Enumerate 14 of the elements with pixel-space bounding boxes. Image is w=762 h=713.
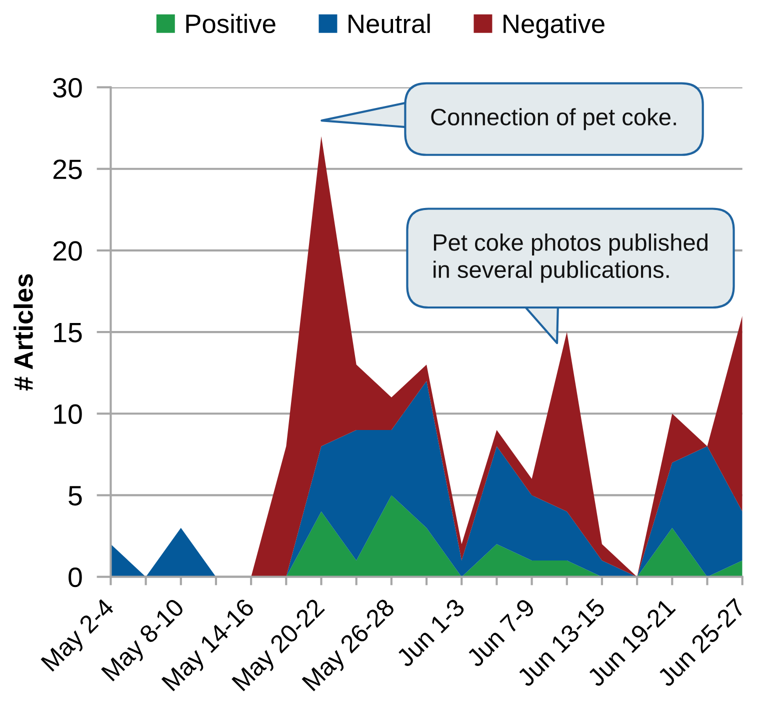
- y-tick-label: 30: [53, 78, 82, 98]
- y-tick-label: 15: [54, 323, 82, 342]
- y-tick-label: 10: [54, 404, 82, 424]
- annotation: Pet coke photos published in several publications.: [434, 234, 708, 283]
- y-tick-label: 25: [53, 160, 82, 180]
- y-tick-label: 0: [68, 567, 82, 588]
- legend-label: Neutral: [348, 14, 430, 34]
- y-axis-title: # Articles: [14, 274, 33, 391]
- x-tick-label: Jun 1-3: [395, 598, 466, 668]
- y-tick-label: 5: [68, 486, 82, 506]
- y-tick-label: 20: [53, 241, 82, 261]
- legend-label: Negative: [504, 14, 604, 38]
- annotation: Connection of pet coke.: [431, 108, 676, 130]
- legend-label: Positive: [186, 14, 276, 34]
